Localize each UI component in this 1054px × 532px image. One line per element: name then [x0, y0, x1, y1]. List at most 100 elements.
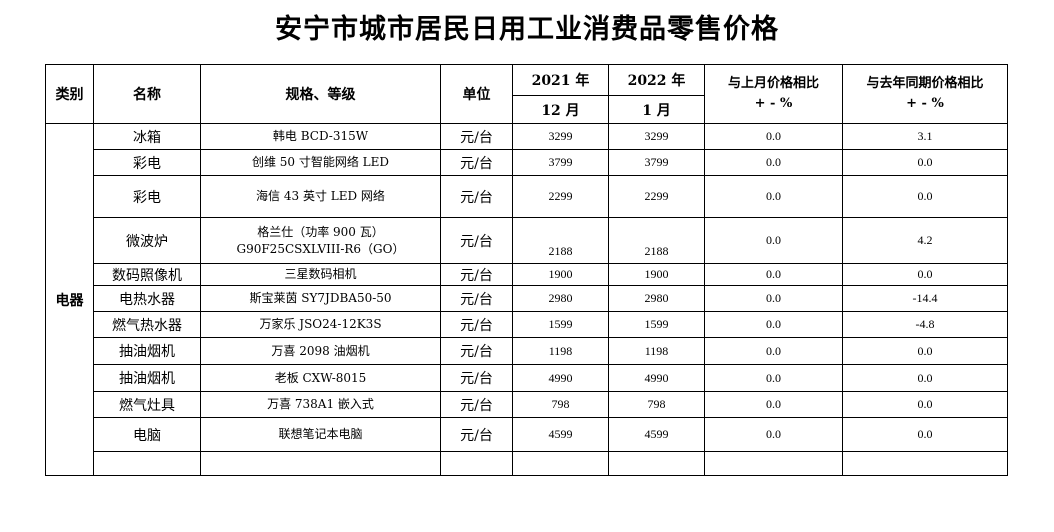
- item-spec: 海信 43 英寸 LED 网络: [200, 175, 441, 218]
- price-2022-01: 2980: [608, 285, 705, 312]
- price-2021-12: 798: [512, 391, 609, 418]
- header-category: 类别: [45, 64, 94, 124]
- change-year-on-year: 4.2: [842, 217, 1008, 264]
- change-month-on-month: 0.0: [704, 263, 843, 286]
- page-title: 安宁市城市居民日用工业消费品零售价格: [275, 14, 779, 45]
- change-year-on-year: -4.8: [842, 311, 1008, 338]
- header-year-2021: 2021 年: [512, 64, 609, 96]
- item-unit: 元/台: [440, 337, 513, 365]
- empty-cell: [512, 451, 609, 476]
- price-2021-12: 2980: [512, 285, 609, 312]
- item-unit: 元/台: [440, 285, 513, 312]
- price-2022-01: 2299: [608, 175, 705, 218]
- table-row: 彩电 创维 50 寸智能网络 LED 元/台 3799 3799 0.0 0.0: [46, 149, 1008, 176]
- item-unit: 元/台: [440, 391, 513, 418]
- change-month-on-month: 0.0: [704, 285, 843, 312]
- change-year-on-year: 0.0: [842, 149, 1008, 176]
- empty-cell: [704, 451, 843, 476]
- table-row: 电热水器 斯宝莱茵 SY7JDBA50-50 元/台 2980 2980 0.0…: [46, 285, 1008, 312]
- change-year-on-year: 0.0: [842, 364, 1008, 392]
- table-row: 数码照像机 三星数码相机 元/台 1900 1900 0.0 0.0: [46, 263, 1008, 286]
- empty-cell: [440, 451, 513, 476]
- price-2021-12: 1198: [512, 337, 609, 365]
- item-name: 数码照像机: [93, 263, 201, 286]
- change-month-on-month: 0.0: [704, 391, 843, 418]
- item-spec-multiline: 格兰仕（功率 900 瓦） G90F25CSXLVIII-R6（GO）: [200, 217, 441, 264]
- header-year-on-year: 与去年同期价格相比 + - %: [842, 64, 1008, 124]
- change-year-on-year: 0.0: [842, 417, 1008, 452]
- price-table: 类别 名称 规格、等级 单位 2021 年 2022 年 与上月价格相比 + -…: [45, 64, 1008, 476]
- item-unit: 元/台: [440, 149, 513, 176]
- item-name: 抽油烟机: [93, 337, 201, 365]
- header-unit: 单位: [440, 64, 513, 124]
- item-spec: 创维 50 寸智能网络 LED: [200, 149, 441, 176]
- item-spec: 格兰仕（功率 900 瓦）: [257, 224, 384, 239]
- change-month-on-month: 0.0: [704, 149, 843, 176]
- table-row: 抽油烟机 老板 CXW-8015 元/台 4990 4990 0.0 0.0: [46, 364, 1008, 392]
- change-year-on-year: 0.0: [842, 263, 1008, 286]
- item-name: 燃气热水器: [93, 311, 201, 338]
- item-name: 彩电: [93, 175, 201, 218]
- header-yoy-label: 与去年同期价格相比: [866, 76, 984, 91]
- item-name: 冰箱: [93, 123, 201, 150]
- item-name: 燃气灶具: [93, 391, 201, 418]
- item-spec: 联想笔记本电脑: [200, 417, 441, 452]
- empty-cell: [608, 451, 705, 476]
- item-unit: 元/台: [440, 217, 513, 264]
- price-2022-01: 1599: [608, 311, 705, 338]
- change-year-on-year: 0.0: [842, 391, 1008, 418]
- price-2022-01: 2188: [608, 217, 705, 264]
- price-2021-12: 4599: [512, 417, 609, 452]
- item-spec: 万喜 738A1 嵌入式: [200, 391, 441, 418]
- price-2022-01: 798: [608, 391, 705, 418]
- header-yoy-sign: + - %: [906, 96, 944, 111]
- price-2022-01: 4599: [608, 417, 705, 452]
- item-name: 微波炉: [93, 217, 201, 264]
- header-month-12: 12 月: [512, 95, 609, 124]
- header-year-2022: 2022 年: [608, 64, 705, 96]
- change-month-on-month: 0.0: [704, 123, 843, 150]
- item-unit: 元/台: [440, 123, 513, 150]
- item-name: 电热水器: [93, 285, 201, 312]
- header-mom-sign: + - %: [754, 96, 793, 111]
- table-row: 彩电 海信 43 英寸 LED 网络 元/台 2299 2299 0.0 0.0: [46, 175, 1008, 218]
- header-month-1: 1 月: [608, 95, 705, 124]
- item-name: 彩电: [93, 149, 201, 176]
- header-month-on-month: 与上月价格相比 + - %: [704, 64, 843, 124]
- price-2021-12: 1900: [512, 263, 609, 286]
- header-mom-label: 与上月价格相比: [727, 76, 819, 91]
- change-month-on-month: 0.0: [704, 311, 843, 338]
- change-year-on-year: 0.0: [842, 175, 1008, 218]
- item-unit: 元/台: [440, 175, 513, 218]
- item-spec-model: G90F25CSXLVIII-R6（GO）: [236, 241, 405, 256]
- change-year-on-year: 3.1: [842, 123, 1008, 150]
- table-row: 电器 冰箱 韩电 BCD-315W 元/台 3299 3299 0.0 3.1: [45, 123, 1008, 476]
- item-spec: 老板 CXW-8015: [200, 364, 441, 392]
- price-2021-12: 1599: [512, 311, 609, 338]
- empty-cell: [842, 451, 1008, 476]
- table-row: 电脑 联想笔记本电脑 元/台 4599 4599 0.0 0.0: [46, 417, 1008, 452]
- change-year-on-year: -14.4: [842, 285, 1008, 312]
- table-row: 燃气灶具 万喜 738A1 嵌入式 元/台 798 798 0.0 0.0: [46, 391, 1008, 418]
- change-month-on-month: 0.0: [704, 337, 843, 365]
- price-2022-01: 1900: [608, 263, 705, 286]
- price-2021-12: 2299: [512, 175, 609, 218]
- price-2021-12: 3299: [512, 123, 609, 150]
- price-2021-12: 4990: [512, 364, 609, 392]
- header-name: 名称: [93, 64, 201, 124]
- item-spec: 万家乐 JSO24-12K3S: [200, 311, 441, 338]
- item-spec: 韩电 BCD-315W: [200, 123, 441, 150]
- change-month-on-month: 0.0: [704, 217, 843, 264]
- item-unit: 元/台: [440, 417, 513, 452]
- table-row: 抽油烟机 万喜 2098 油烟机 元/台 1198 1198 0.0 0.0: [46, 337, 1008, 365]
- item-spec: 斯宝莱茵 SY7JDBA50-50: [200, 285, 441, 312]
- change-month-on-month: 0.0: [704, 364, 843, 392]
- item-spec: 三星数码相机: [200, 263, 441, 286]
- item-unit: 元/台: [440, 311, 513, 338]
- item-spec: 万喜 2098 油烟机: [200, 337, 441, 365]
- header-spec: 规格、等级: [200, 64, 441, 124]
- item-name: 电脑: [93, 417, 201, 452]
- item-name: 抽油烟机: [93, 364, 201, 392]
- price-2021-12: 2188: [512, 217, 609, 264]
- table-row: 微波炉 格兰仕（功率 900 瓦） G90F25CSXLVIII-R6（GO） …: [46, 217, 1008, 264]
